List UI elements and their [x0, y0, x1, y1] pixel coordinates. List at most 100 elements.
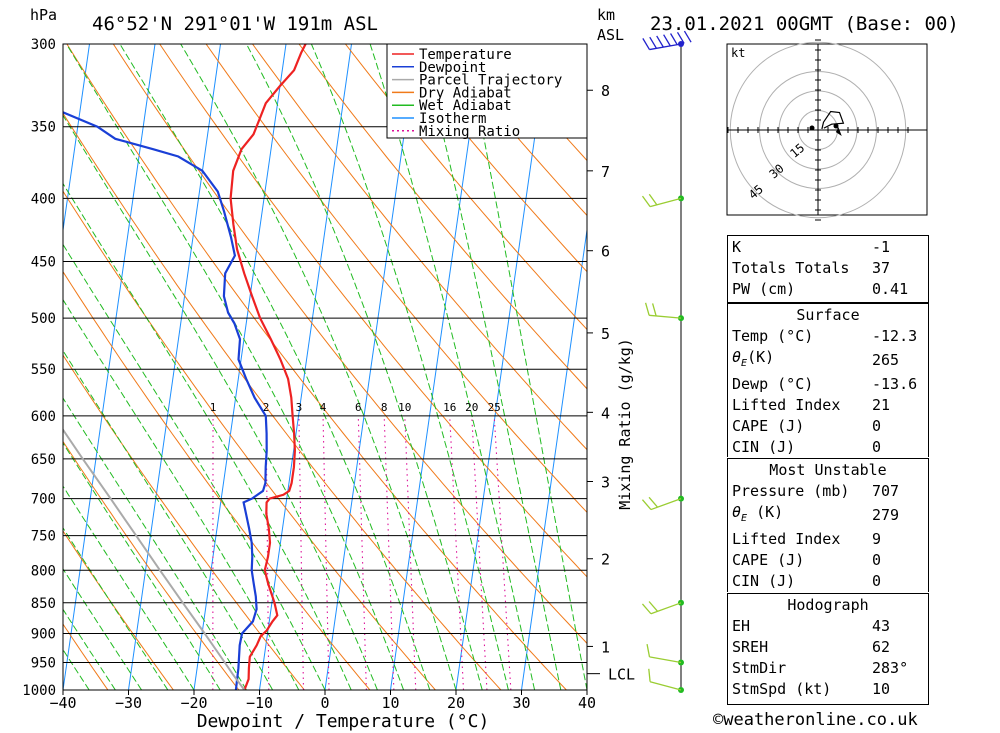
mixing-ratio-label: 1	[210, 401, 217, 414]
wind-barb-flag	[648, 601, 659, 612]
wind-barb-shaft	[650, 602, 682, 615]
surface-value: 0	[872, 438, 882, 456]
index-row-k: K -1	[728, 237, 928, 258]
wind-barb-flag	[641, 499, 652, 510]
wind-barb-shaft	[650, 498, 682, 511]
credit-text: ©weatheronline.co.uk	[713, 710, 918, 730]
index-row-totals: Totals Totals 37	[728, 258, 928, 279]
x-axis-label: Dewpoint / Temperature (°C)	[197, 711, 490, 732]
wind-barb-flag	[641, 195, 651, 208]
x-tick-label: −40	[49, 694, 76, 712]
hodo-title: Hodograph	[787, 596, 869, 614]
pressure-tick-label: 350	[31, 120, 56, 136]
km-tick-label: 5	[601, 325, 610, 343]
pressure-tick-label: 650	[31, 452, 56, 468]
hpa-label: hPa	[30, 6, 57, 24]
x-tick-label: 0	[320, 694, 329, 712]
wind-barb-flag	[648, 193, 658, 206]
hodograph-point	[833, 123, 839, 129]
series-line-dewpoint	[63, 111, 268, 690]
km-tick-label: 1	[601, 638, 610, 656]
lcl-label: LCL	[608, 666, 635, 684]
height-wind-column: 1 2 3 4 5 6 7 8 LCL	[587, 30, 692, 693]
surface-label: θE(K)	[732, 348, 775, 369]
mixing-ratio-label: 16	[443, 401, 456, 414]
wind-barb-flag	[642, 38, 651, 50]
hodograph-unit: kt	[731, 46, 745, 60]
unstable-label: θE (K)	[732, 503, 784, 524]
pressure-tick-label: 300	[31, 37, 56, 53]
dry-adiabat-line	[112, 44, 587, 645]
surface-title: Surface	[796, 306, 860, 324]
pressure-tick-label: 500	[31, 311, 56, 327]
wind-barb-flag	[648, 668, 651, 682]
km-tick-label: 8	[601, 82, 610, 100]
axes: 3003504004505005506006507007508008509009…	[22, 37, 596, 712]
mixing-ratio-label: 2	[263, 401, 270, 414]
dry-adiabat-line	[205, 44, 587, 514]
x-tick-label: 40	[578, 694, 596, 712]
km-tick-label: 3	[601, 473, 610, 491]
storm-motion-marker	[835, 128, 842, 136]
mixing-ratio-line	[298, 415, 305, 690]
unstable-title: Most Unstable	[769, 461, 887, 479]
km-tick-label: 4	[601, 404, 610, 422]
surface-label: CIN (J)	[732, 438, 796, 456]
km-tick-label: 7	[601, 163, 610, 181]
index-label: K	[732, 238, 742, 256]
x-tick-label: 10	[381, 694, 399, 712]
hodo-label: StmDir	[732, 659, 787, 677]
pressure-tick-label: 400	[31, 191, 56, 207]
mixing-ratio-label: 6	[355, 401, 362, 414]
hodo-label: StmSpd (kt)	[732, 680, 832, 698]
unstable-value: 707	[872, 482, 900, 500]
surface-label: Dewp (°C)	[732, 375, 814, 393]
isotherm-line	[63, 44, 90, 234]
index-row-pw: PW (cm) 0.41	[728, 279, 928, 300]
unstable-value: 0	[872, 572, 882, 590]
surface-value: -13.6	[872, 375, 918, 393]
pressure-tick-label: 800	[31, 563, 56, 579]
surface-value: 21	[872, 396, 891, 414]
pressure-gridlines	[63, 43, 587, 691]
dry-adiabat-line	[63, 190, 436, 690]
dry-adiabat-line	[391, 44, 587, 273]
wind-barb-flag	[683, 30, 692, 43]
km-label: km	[597, 6, 615, 24]
isotherm-line	[390, 44, 483, 690]
hodograph-trace	[821, 110, 845, 130]
wind-barb-flag	[641, 603, 652, 615]
hodo-value: 10	[872, 680, 891, 698]
hodo-label: SREH	[732, 638, 769, 656]
dry-adiabat-line	[298, 44, 587, 390]
pressure-tick-label: 1000	[22, 683, 56, 699]
mixing-ratio-axis-label: Mixing Ratio (g/kg)	[616, 338, 634, 510]
pressure-tick-label: 850	[31, 596, 56, 612]
wind-barb-flag	[644, 302, 650, 316]
wet-adiabat-line	[63, 298, 300, 690]
index-value: -1	[872, 238, 891, 256]
unstable-label: CIN (J)	[732, 572, 796, 590]
mixing-ratio-label: 20	[465, 401, 478, 414]
isotherm-line	[63, 44, 156, 690]
legend-label: Mixing Ratio	[419, 124, 520, 140]
unstable-label: Pressure (mb)	[732, 482, 850, 500]
x-tick-label: 20	[447, 694, 465, 712]
wind-barb-shaft	[649, 656, 682, 664]
isotherm-line	[324, 44, 418, 690]
dry-adiabat-line	[345, 44, 587, 331]
wet-adiabat-line	[63, 485, 195, 690]
index-value: 37	[872, 259, 891, 277]
surface-box: Surface Temp (°C) -12.3 θE(K) 265 Dewp (°C…	[727, 303, 929, 458]
index-value: 0.41	[872, 280, 909, 298]
legend-label: Dewpoint	[419, 60, 486, 76]
pressure-tick-label: 900	[31, 626, 56, 642]
wind-barb-shaft	[649, 43, 682, 51]
surface-label: Lifted Index	[732, 396, 841, 414]
unstable-value: 279	[872, 506, 900, 524]
pressure-tick-label: 600	[31, 409, 56, 425]
unstable-label: CAPE (J)	[732, 551, 805, 569]
legend-box	[386, 43, 588, 139]
